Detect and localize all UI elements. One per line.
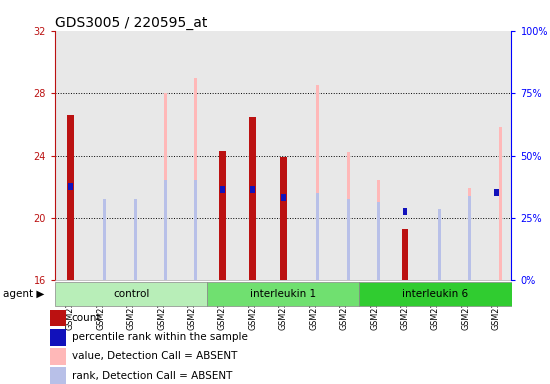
Text: rank, Detection Call = ABSENT: rank, Detection Call = ABSENT [72,371,232,381]
Bar [346,199,350,280]
Text: agent ▶: agent ▶ [3,289,44,299]
Bar [316,85,319,280]
Bar [494,189,499,197]
Text: percentile rank within the sample: percentile rank within the sample [72,332,248,342]
Text: GDS3005 / 220595_at: GDS3005 / 220595_at [55,16,207,30]
Bar [134,199,136,280]
Bar [346,152,350,280]
Bar [68,183,73,190]
Bar [377,180,380,280]
Bar [468,196,471,280]
Bar [280,157,287,280]
Bar [67,115,74,280]
Bar [103,202,106,280]
Bar [55,282,207,306]
Bar [359,282,512,306]
Bar [50,348,66,365]
Bar [164,180,167,280]
Bar [499,127,502,280]
Bar [194,180,197,280]
Bar [377,202,380,280]
Bar [403,208,408,215]
Bar [402,229,408,280]
Bar [164,93,167,280]
Bar [438,249,441,280]
Text: count: count [72,313,101,323]
Bar [281,194,285,201]
Bar [219,151,225,280]
Bar [103,199,106,280]
Bar [50,367,66,384]
Bar [207,282,359,306]
Text: value, Detection Call = ABSENT: value, Detection Call = ABSENT [72,351,237,361]
Bar [250,116,256,280]
Bar [50,329,66,346]
Bar [134,199,136,280]
Bar [220,186,225,194]
Bar [250,186,255,194]
Bar [316,193,319,280]
Bar [50,310,66,326]
Bar [194,78,197,280]
Text: interleukin 1: interleukin 1 [250,289,316,299]
Text: control: control [113,289,149,299]
Bar [468,188,471,280]
Bar [438,209,441,280]
Text: interleukin 6: interleukin 6 [403,289,469,299]
